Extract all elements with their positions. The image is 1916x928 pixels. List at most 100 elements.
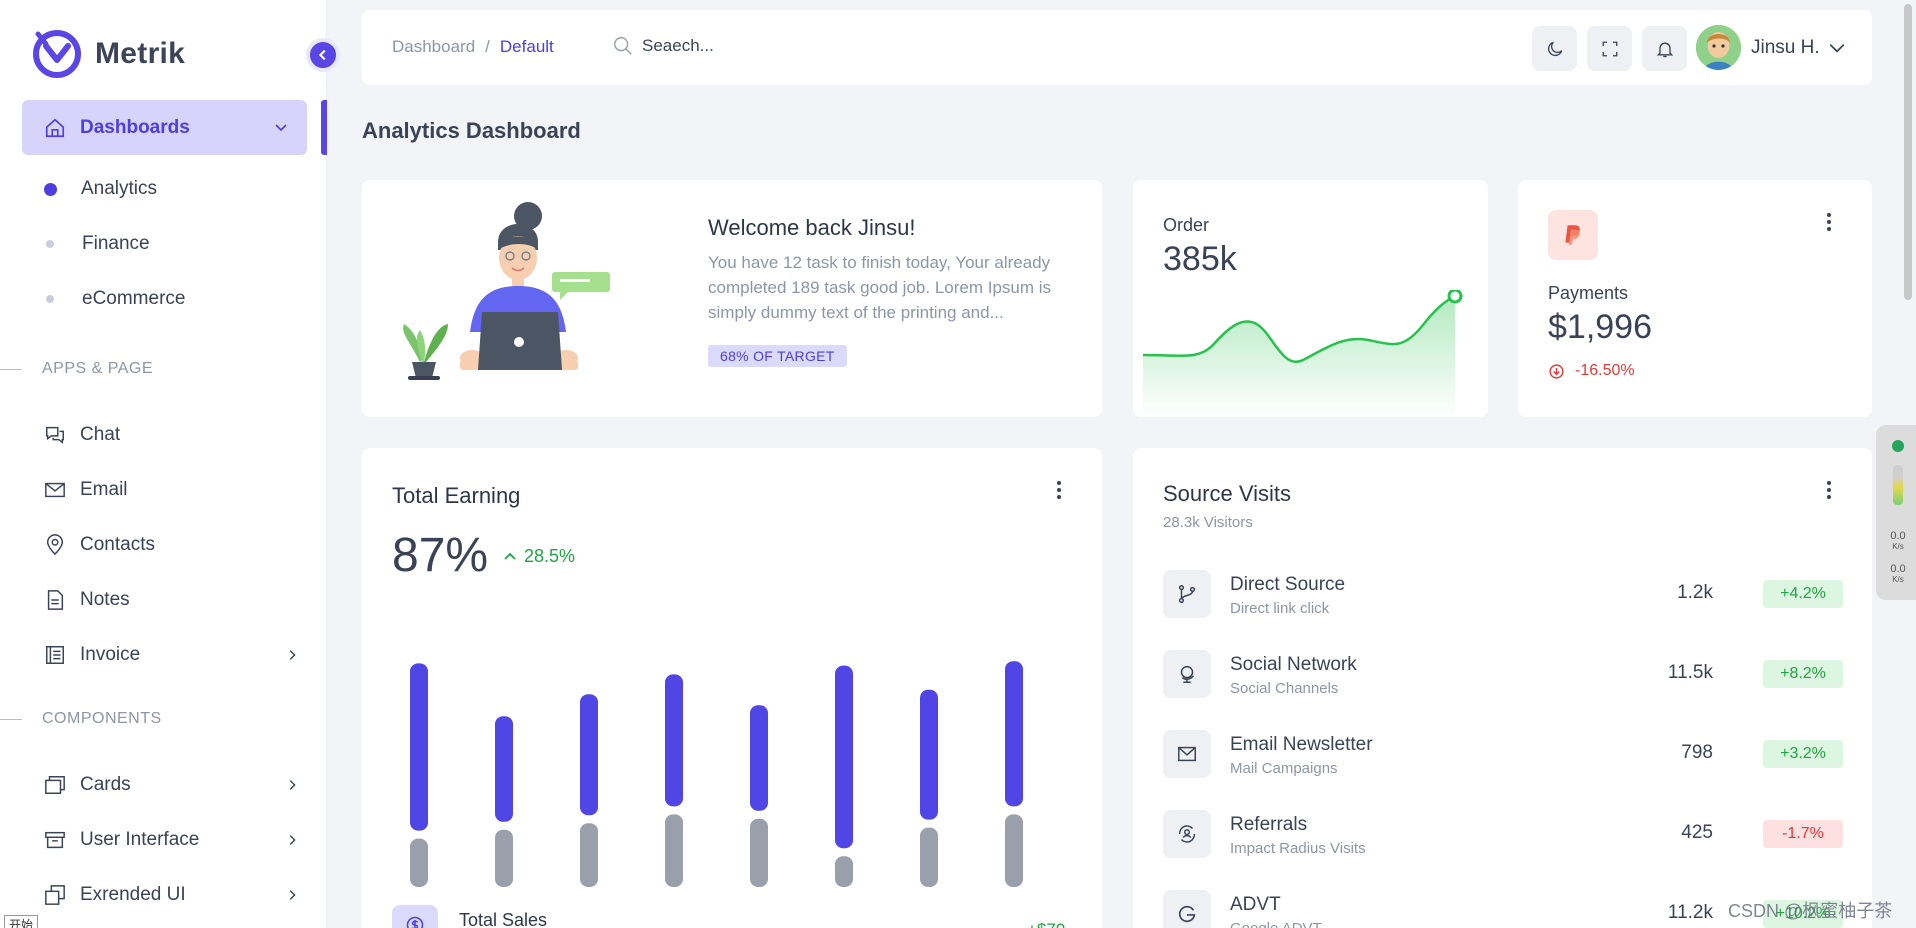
search-placeholder: Seaech... xyxy=(642,36,714,55)
sidebar-item-cards[interactable]: Cards xyxy=(44,774,299,796)
source-name: Direct Source xyxy=(1230,574,1346,595)
source-value: 425 xyxy=(1681,822,1713,843)
sidebar-item-label: Email xyxy=(80,479,128,500)
bar-primary xyxy=(920,689,938,820)
search-input[interactable]: Seaech... xyxy=(612,35,714,57)
bullet-icon xyxy=(46,240,54,248)
breadcrumb: Dashboard / Default xyxy=(392,37,554,57)
source-value: 798 xyxy=(1681,742,1713,763)
sidebar-item-label: Dashboards xyxy=(80,116,190,138)
taskbar-start-tag[interactable]: 开始 xyxy=(4,915,39,928)
sidebar-item-label: Contacts xyxy=(80,534,155,555)
user-name: Jinsu H. xyxy=(1751,36,1820,58)
bar-primary xyxy=(665,674,683,807)
section-apps: APPS & PAGE xyxy=(0,360,153,378)
sidebar-item-label: Exrended UI xyxy=(80,884,186,905)
bar-primary xyxy=(580,694,598,816)
earning-bar-chart xyxy=(410,661,1023,887)
sidebar-subitem-label: Analytics xyxy=(81,178,158,199)
dollar-icon xyxy=(392,905,438,928)
chevron-left-icon xyxy=(318,49,326,61)
mail-icon xyxy=(1163,730,1211,778)
list-item[interactable]: Social Network Social Channels 11.5k +8.… xyxy=(1163,650,1843,710)
bar-primary xyxy=(410,663,428,831)
chevron-down-icon xyxy=(275,124,287,132)
sidebar-item-chat[interactable]: Chat xyxy=(44,424,299,446)
bar-primary xyxy=(835,665,853,849)
sidebar: Metrik Dashboards Analytics Finance eCom… xyxy=(0,0,327,928)
sources-subtitle: 28.3k Visitors xyxy=(1163,514,1253,531)
earning-footer-label: Total Sales xyxy=(459,910,548,928)
total-earning-card: Total Earning 87% 28.5% Total Sales +$79 xyxy=(362,448,1102,928)
order-sparkline xyxy=(1143,290,1463,417)
arrow-up-icon xyxy=(504,552,516,560)
user-menu[interactable]: Jinsu H. xyxy=(1696,25,1846,70)
upload-speed-unit: K/s xyxy=(1892,542,1904,551)
list-item[interactable]: Referrals Impact Radius Visits 425 -1.7% xyxy=(1163,810,1843,870)
arrow-down-circle-icon xyxy=(1549,363,1564,379)
order-label: Order xyxy=(1163,215,1210,235)
page-title: Analytics Dashboard xyxy=(362,118,581,143)
fullscreen-button[interactable] xyxy=(1587,26,1632,71)
source-change-badge: +8.2% xyxy=(1763,660,1843,688)
earning-menu-button[interactable] xyxy=(1049,478,1069,502)
welcome-text: You have 12 task to finish today, Your a… xyxy=(708,253,1052,322)
sidebar-subitem-label: Finance xyxy=(82,233,150,254)
sidebar-item-label: User Interface xyxy=(80,829,200,850)
sidebar-item-user-interface[interactable]: User Interface xyxy=(44,829,299,851)
brand[interactable]: Metrik xyxy=(30,30,185,78)
earning-title: Total Earning xyxy=(392,483,521,508)
page-scrollbar[interactable] xyxy=(1904,4,1912,300)
sources-title: Source Visits xyxy=(1163,481,1291,506)
sidebar-item-contacts[interactable]: Contacts xyxy=(44,534,299,556)
source-sub: Social Channels xyxy=(1230,680,1339,697)
notifications-button[interactable] xyxy=(1642,26,1687,71)
theme-toggle-button[interactable] xyxy=(1532,26,1577,71)
payments-value: $1,996 xyxy=(1548,308,1652,346)
sidebar-item-label: Cards xyxy=(80,774,131,795)
payments-card: Payments $1,996 -16.50% xyxy=(1518,180,1872,417)
breadcrumb-root[interactable]: Dashboard xyxy=(392,37,476,56)
source-change-badge: +3.2% xyxy=(1763,740,1843,768)
breadcrumb-separator: / xyxy=(485,37,490,56)
sidebar-subitem-ecommerce[interactable]: eCommerce xyxy=(46,288,185,310)
sidebar-item-email[interactable]: Email xyxy=(44,479,299,501)
target-badge: 68% OF TARGET xyxy=(708,345,847,367)
bullet-icon xyxy=(44,182,57,196)
sidebar-subitem-label: eCommerce xyxy=(82,288,186,309)
source-sub: Google ADVT xyxy=(1230,920,1322,928)
bar-secondary xyxy=(495,829,513,887)
bullet-icon xyxy=(46,295,54,303)
source-name: Social Network xyxy=(1230,654,1357,675)
sidebar-item-label: Invoice xyxy=(80,644,141,665)
sidebar-item-notes[interactable]: Notes xyxy=(44,589,299,611)
bar-primary xyxy=(1005,661,1023,807)
earning-change-text: 28.5% xyxy=(524,546,576,566)
refresh-user-icon xyxy=(1163,810,1211,858)
sidebar-subitem-finance[interactable]: Finance xyxy=(46,233,150,255)
moon-icon xyxy=(1547,41,1562,56)
source-sub: Direct link click xyxy=(1230,600,1330,617)
sidebar-item-invoice[interactable]: Invoice xyxy=(44,644,299,666)
sources-menu-button[interactable] xyxy=(1819,478,1839,502)
list-item[interactable]: Email Newsletter Mail Campaigns 798 +3.2… xyxy=(1163,730,1843,790)
source-sub: Mail Campaigns xyxy=(1230,760,1338,777)
sidebar-item-label: Chat xyxy=(80,424,121,445)
source-change-badge: -1.7% xyxy=(1763,820,1843,848)
sidebar-collapse-button[interactable] xyxy=(306,38,340,72)
avatar xyxy=(1696,25,1741,70)
order-value: 385k xyxy=(1163,240,1237,278)
section-components: COMPONENTS xyxy=(0,710,162,728)
bar-primary xyxy=(495,716,513,822)
list-item[interactable]: Direct Source Direct link click 1.2k +4.… xyxy=(1163,570,1843,630)
network-speed-widget[interactable]: 0.0 K/s 0.0 K/s xyxy=(1876,425,1916,600)
source-visits-card: Source Visits 28.3k Visitors Direct Sour… xyxy=(1133,448,1872,928)
sidebar-item-extended-ui[interactable]: Exrended UI xyxy=(44,884,299,906)
notes-icon xyxy=(44,589,66,611)
sidebar-item-dashboards[interactable]: Dashboards xyxy=(22,100,307,155)
list-item[interactable]: ADVT Google ADVT 11.2k +10.2% xyxy=(1163,890,1843,928)
payments-menu-button[interactable] xyxy=(1819,210,1839,234)
sidebar-subitem-analytics[interactable]: Analytics xyxy=(44,178,158,200)
copy-icon xyxy=(44,884,66,906)
payments-change: -16.50% xyxy=(1548,362,1635,380)
